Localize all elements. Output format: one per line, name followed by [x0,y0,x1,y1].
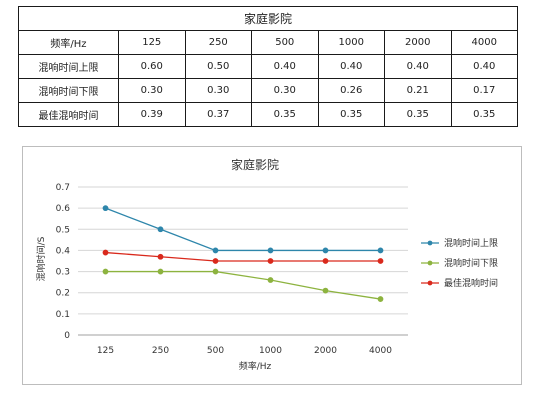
line-chart-frame: 家庭影院 0 0.1 0.2 0.3 0.4 0.5 0.6 0.7 125 250 500 100… [22,146,522,385]
frequency-header-cell: 500 [251,30,319,55]
data-point [267,277,274,283]
data-point [212,247,219,254]
x-tick-label: 125 [97,346,114,356]
row-label: 混响时间下限 [18,78,119,103]
frequency-header-cell: 250 [184,30,252,55]
table-cell: 0.26 [317,78,385,103]
table-cell: 0.37 [184,102,252,127]
line-chart: 家庭影院 0 0.1 0.2 0.3 0.4 0.5 0.6 0.7 125 250 500 100… [35,157,498,372]
series-line [105,270,381,300]
legend-label: 最佳混响时间 [444,277,498,289]
data-table-wrapper: 家庭影院 频率/Hz 125 250 500 1000 2000 4000 混响… [18,6,518,127]
y-tick-label: 0.7 [56,183,70,193]
table-cell: 0.17 [450,78,518,103]
frequency-header-label: 频率/Hz [18,30,119,55]
table-cell: 0.40 [317,54,385,79]
table-cell: 0.60 [118,54,186,79]
legend-marker [427,280,433,286]
frequency-header-cell: 2000 [384,30,452,55]
table-row: 混响时间上限 0.60 0.50 0.40 0.40 0.40 0.40 [18,54,518,79]
x-tick-label: 250 [152,346,169,356]
table-cell: 0.40 [450,54,518,79]
x-tick-label: 1000 [259,346,282,356]
data-point [157,253,164,260]
legend-marker [427,260,433,266]
data-point [102,205,109,212]
row-label: 混响时间上限 [18,54,119,79]
legend-label: 混响时间上限 [444,237,498,249]
data-point [267,258,274,264]
y-axis-ticks: 0 0.1 0.2 0.3 0.4 0.5 0.6 0.7 [56,183,71,341]
data-point [322,247,329,254]
data-point [212,268,219,275]
x-tick-label: 2000 [314,346,337,356]
table-cell: 0.30 [118,78,186,103]
series-line [105,207,381,252]
y-tick-label: 0.5 [56,225,70,235]
table-cell: 0.35 [251,102,319,127]
x-axis-title: 频率/Hz [239,360,272,372]
y-tick-label: 0.4 [56,246,71,256]
data-point [157,268,164,275]
legend-label: 混响时间下限 [444,257,498,269]
x-tick-label: 500 [207,346,224,356]
data-point [377,258,384,264]
table-cell: 0.40 [384,54,452,79]
y-tick-label: 0.1 [56,310,70,320]
y-tick-label: 0 [64,331,70,341]
data-point [267,247,274,254]
y-tick-label: 0.6 [56,204,71,214]
table-row: 混响时间下限 0.30 0.30 0.30 0.26 0.21 0.17 [18,78,518,103]
y-axis-title: 混响时间/S [35,236,47,281]
table-cell: 0.50 [184,54,252,79]
legend-marker [427,240,433,246]
reverberation-table: 家庭影院 频率/Hz 125 250 500 1000 2000 4000 混响… [18,6,518,127]
data-point [322,258,329,264]
chart-title: 家庭影院 [231,157,279,172]
x-axis-ticks: 125 250 500 1000 2000 4000 [97,346,392,356]
x-tick-label: 4000 [369,346,392,356]
frequency-header-cell: 4000 [450,30,518,55]
frequency-header-cell: 1000 [317,30,385,55]
table-cell: 0.30 [184,78,252,103]
chart-series [102,205,384,302]
table-cell: 0.21 [384,78,452,103]
table-title: 家庭影院 [18,6,518,31]
frequency-header-row: 频率/Hz 125 250 500 1000 2000 4000 [18,30,518,55]
table-cell: 0.39 [118,102,186,127]
table-cell: 0.30 [251,78,319,103]
data-point [322,287,329,294]
data-point [212,258,219,264]
data-point [102,249,109,256]
table-cell: 0.35 [450,102,518,127]
data-point [157,226,164,233]
data-point [377,296,384,302]
table-row: 最佳混响时间 0.39 0.37 0.35 0.35 0.35 0.35 [18,102,518,127]
series-line [105,251,381,262]
table-cell: 0.40 [251,54,319,79]
y-tick-label: 0.2 [56,289,70,299]
data-point [102,268,109,275]
table-cell: 0.35 [384,102,452,127]
data-point [377,247,384,254]
row-label: 最佳混响时间 [18,102,119,127]
frequency-header-cell: 125 [118,30,186,55]
table-cell: 0.35 [317,102,385,127]
y-tick-label: 0.3 [56,268,70,278]
